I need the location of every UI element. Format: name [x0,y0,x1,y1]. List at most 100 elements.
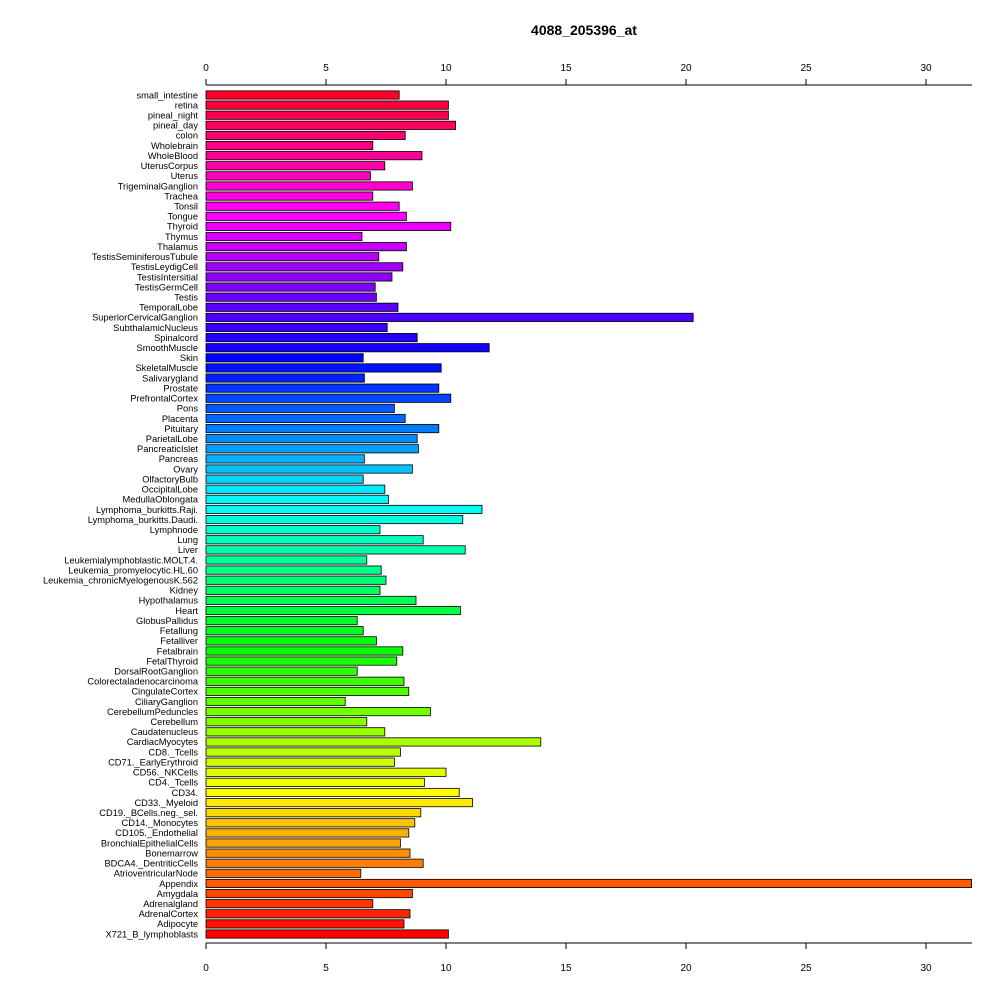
bar [205,889,413,899]
bar [205,363,442,373]
x-axis-bottom: 0 5 10 15 20 25 30 [203,942,972,974]
category-label: ParietalLobe [146,434,198,444]
category-label: Caudatenucleus [131,727,199,737]
x-tick-label: 5 [323,63,329,74]
bar [205,515,464,525]
category-label: retina [175,100,199,110]
bar [205,373,365,383]
category-label: TestisIntersitial [137,272,198,282]
bar [205,585,381,595]
bar [205,777,425,787]
bar [205,737,542,747]
bar [205,525,381,535]
bar [205,808,422,818]
bar [205,828,410,838]
bar [205,666,358,676]
category-label: Thyroid [167,222,198,232]
category-label: FetalThyroid [146,656,198,666]
bar [205,747,401,757]
bar [205,626,364,636]
bar [205,818,416,828]
bar [205,868,362,878]
bar [205,464,413,474]
category-label: Trachea [164,191,199,201]
category-label: OlfactoryBulb [142,474,198,484]
category-label: CD4._Tcells [148,778,198,788]
bar [205,535,424,545]
bar [205,282,376,292]
x-tick-label: 15 [560,963,572,974]
category-label: OccipitalLobe [142,485,198,495]
category-label: CiliaryGanglion [135,697,198,707]
category-label: CerebellumPeduncles [107,707,198,717]
bar [205,191,374,201]
bar [205,100,449,110]
bar [205,494,389,504]
category-label: CD33._Myeloid [134,798,198,808]
bar [205,343,490,353]
category-label: Salivarygland [142,373,198,383]
category-label: PancreaticIslet [137,444,198,454]
category-label: Fetalliver [160,636,198,646]
category-label: Ovary [173,464,198,474]
category-label: CD8._Tcells [148,747,198,757]
bar [205,696,346,707]
category-label: pineal_night [148,111,199,121]
bar [205,848,411,858]
bar [205,767,447,777]
x-tick-label: 20 [680,963,692,974]
bar [205,211,407,221]
category-label: Fetalbrain [157,646,198,656]
category-label: Adipocyte [157,919,198,929]
category-label: Amygdala [157,889,199,899]
category-label: Prostate [163,383,198,393]
bar [205,393,452,403]
x-axis-top: 0 5 10 15 20 25 30 [203,63,972,86]
category-label: TrigeminalGanglion [118,181,198,191]
category-label: Wholebrain [151,141,198,151]
category-label: Fetallung [160,626,198,636]
bar [205,616,358,626]
category-label: Bonemarrow [145,848,198,858]
bar [205,201,400,211]
category-label: Leukemia_chronicMyelogenousK.562 [43,576,198,586]
bar [205,140,374,151]
category-label: Spinalcord [154,333,198,343]
x-tick-label: 10 [440,63,452,74]
category-label: MedullaOblongata [123,495,199,505]
category-label: CD14._Monocytes [122,818,199,828]
bar [205,424,440,434]
bar [205,151,423,161]
x-tick-label: 30 [920,963,932,974]
x-tick-label: 25 [800,63,812,74]
category-label: Tongue [167,212,198,222]
bar [205,798,473,808]
category-label: AdrenalCortex [139,909,199,919]
category-label: Uterus [171,171,199,181]
bar [205,322,388,333]
category-label: Lung [177,535,198,545]
category-label: TemporalLobe [139,303,198,313]
x-tick-label: 10 [440,963,452,974]
bar [205,757,395,767]
category-label: pineal_day [153,121,198,131]
category-label: X721_B_lymphoblasts [105,929,198,939]
bar [205,605,461,616]
category-label: GlobusPallidus [136,616,198,626]
chart-title: 4088_205396_at [531,22,637,38]
category-label: Cerebellum [150,717,198,727]
bar-series [205,90,972,939]
bar [205,262,404,272]
bar [205,575,387,585]
category-label: Thymus [165,232,198,242]
x-tick-label: 30 [920,63,932,74]
category-label: Heart [175,606,198,616]
bar [205,252,380,262]
bar [205,878,972,888]
bar [205,181,413,191]
bar [205,383,440,393]
bar [205,787,460,798]
category-label: CD105._Endothelial [115,828,198,838]
bar [205,707,431,717]
